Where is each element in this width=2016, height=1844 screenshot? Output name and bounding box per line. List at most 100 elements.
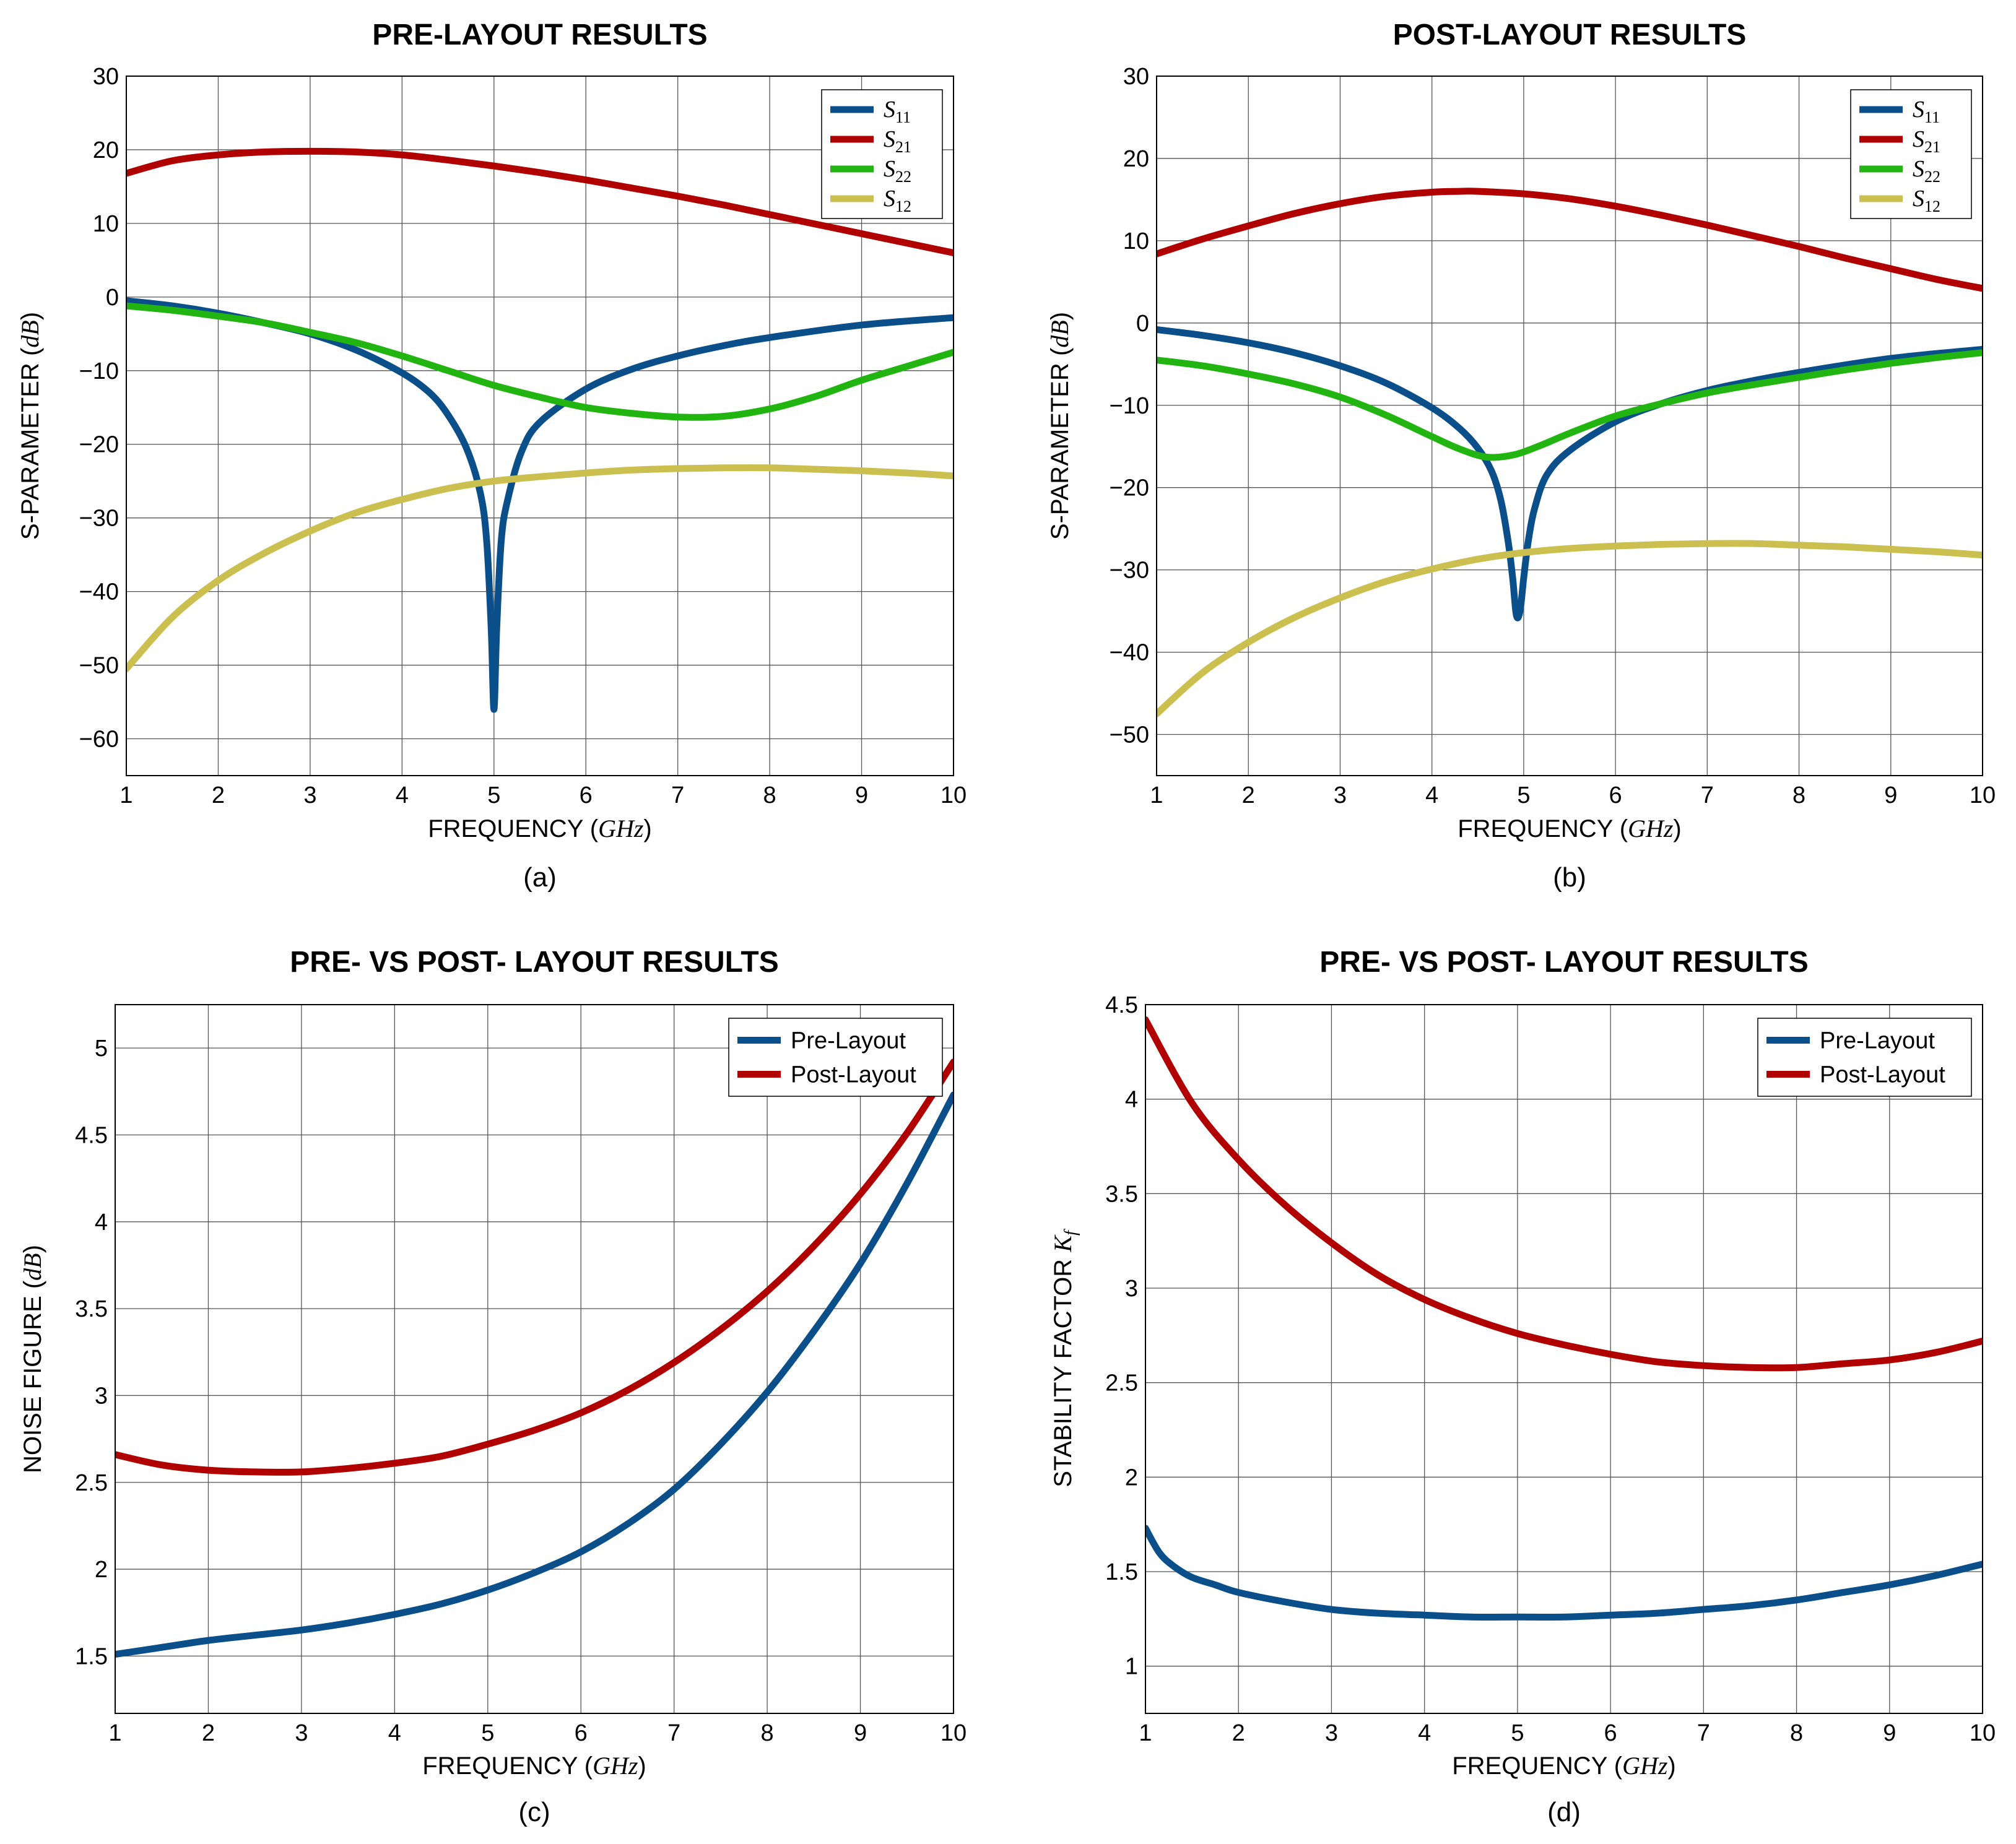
- series-group: [1157, 188, 1983, 717]
- x-axis-label: FREQUENCY (GHz): [422, 1752, 646, 1780]
- x-tick-label: 8: [1790, 1720, 1803, 1746]
- legend-box: [728, 1018, 943, 1097]
- series-line-s12: [126, 464, 954, 673]
- y-tick-label: −10: [79, 358, 119, 384]
- y-tick-label: −10: [1110, 393, 1149, 419]
- x-tick-label: 4: [388, 1720, 401, 1746]
- legend-label: S12: [1913, 186, 1940, 215]
- x-tick-label: 5: [1517, 782, 1530, 808]
- x-axis-label: FREQUENCY (GHz): [1452, 1752, 1676, 1780]
- legend: Pre-Layout Post-Layout: [1757, 1018, 1972, 1097]
- x-tick-label: 7: [671, 782, 684, 808]
- y-tick-label: 3: [95, 1383, 108, 1409]
- y-tick-label: 3: [1125, 1276, 1138, 1302]
- y-tick-label: −30: [79, 506, 119, 532]
- y-tick-label: 0: [106, 285, 119, 311]
- x-tick-label: 4: [396, 782, 409, 808]
- y-tick-label: 4.5: [1105, 992, 1138, 1018]
- series-line-pre-layout: [115, 1091, 954, 1658]
- legend-label: S21: [1913, 126, 1940, 156]
- x-tick-label: 6: [575, 1720, 588, 1746]
- series-line-post-layout: [1145, 1016, 1983, 1372]
- series-group: [115, 1058, 954, 1658]
- plot-frame: [1156, 76, 1983, 776]
- series-line-s11: [1157, 326, 1983, 621]
- legend-label: Post-Layout: [1820, 1062, 1945, 1088]
- x-tick-label: 8: [761, 1720, 774, 1746]
- chart-title: PRE- VS POST- LAYOUT RESULTS: [290, 946, 778, 979]
- x-tick-label: 8: [763, 782, 776, 808]
- panel-caption: (a): [523, 862, 557, 893]
- series-line-s21: [1157, 188, 1983, 292]
- series-line-s12: [1157, 540, 1983, 717]
- x-tick-label: 2: [1232, 1720, 1245, 1746]
- x-tick-label: 3: [1325, 1720, 1338, 1746]
- chart-panel-b: 1 2 3 4 5 6 7 8 9 10 −50 −40 −30 −20 −10 0 10 20 30 POST-LA…: [1046, 19, 1996, 893]
- x-tick-label: 1: [119, 782, 133, 808]
- legend-label: Post-Layout: [791, 1062, 916, 1088]
- x-tick-label: 10: [1970, 782, 1996, 808]
- x-tick-label: 3: [1334, 782, 1347, 808]
- x-tick-label: 4: [1425, 782, 1438, 808]
- x-axis-label: FREQUENCY (GHz): [428, 815, 652, 842]
- legend-label: Pre-Layout: [791, 1028, 906, 1054]
- y-tick-label: 3.5: [1105, 1181, 1138, 1207]
- x-tick-label: 4: [1418, 1720, 1431, 1746]
- y-tick-label: 2.5: [75, 1470, 108, 1496]
- x-tick-label: 7: [1701, 782, 1714, 808]
- x-tick-label: 9: [855, 782, 868, 808]
- series-line-s21: [126, 147, 954, 256]
- series-line-s11: [126, 297, 954, 713]
- y-tick-label: −50: [79, 653, 119, 679]
- y-tick-label: 4.5: [75, 1122, 108, 1148]
- x-tick-label: 2: [1242, 782, 1255, 808]
- chart-panel-d: 1 2 3 4 5 6 7 8 9 10 1 1.5 2 2.5 3 3.5 4 4.5 PRE- VS POST-…: [1049, 946, 1996, 1827]
- legend-label: S11: [884, 97, 911, 126]
- series-line-s22: [1157, 349, 1983, 461]
- y-tick-label: 2.5: [1105, 1370, 1138, 1396]
- x-tick-label: 9: [1883, 1720, 1896, 1746]
- y-tick-label: −20: [1110, 475, 1149, 501]
- y-axis-label: S-PARAMETER (dB): [16, 312, 44, 540]
- x-tick-label: 1: [1150, 782, 1163, 808]
- plot-frame: [115, 1004, 954, 1714]
- x-tick-label: 9: [1884, 782, 1897, 808]
- legend-label: S21: [884, 126, 911, 156]
- series-group: [1145, 1016, 1983, 1621]
- chart-title: PRE- VS POST- LAYOUT RESULTS: [1319, 946, 1808, 979]
- x-tick-label: 6: [1609, 782, 1622, 808]
- y-tick-label: −20: [79, 432, 119, 458]
- plot-frame: [126, 76, 954, 776]
- x-tick-label: 3: [295, 1720, 308, 1746]
- x-tick-label: 10: [941, 1720, 967, 1746]
- x-tick-label: 5: [487, 782, 500, 808]
- y-tick-label: 20: [1123, 146, 1149, 172]
- y-tick-label: 30: [93, 64, 119, 90]
- y-tick-label: 5: [95, 1036, 108, 1062]
- x-tick-label: 5: [481, 1720, 494, 1746]
- y-tick-label: 1.5: [1105, 1559, 1138, 1585]
- panel-caption: (b): [1553, 862, 1586, 893]
- x-tick-label: 10: [1970, 1720, 1996, 1746]
- y-tick-label: 4: [1125, 1087, 1138, 1113]
- legend-label: S22: [1913, 156, 1940, 186]
- chart-panel-a: 1 2 3 4 5 6 7 8 9 10 −60 −50 −40 −30 −20 −10 0 10 20 30 PRE-…: [16, 19, 967, 893]
- x-tick-label: 5: [1511, 1720, 1524, 1746]
- x-tick-label: 7: [667, 1720, 680, 1746]
- series-group: [126, 147, 954, 713]
- legend-label: S11: [1913, 97, 1940, 126]
- y-tick-label: −40: [79, 579, 119, 605]
- legend-label: S12: [884, 186, 911, 215]
- series-line-s22: [126, 302, 954, 421]
- legend-label: S22: [884, 156, 911, 186]
- x-tick-label: 2: [202, 1720, 215, 1746]
- panel-caption: (c): [518, 1797, 550, 1827]
- y-tick-label: 0: [1136, 311, 1149, 337]
- chart-title: PRE-LAYOUT RESULTS: [372, 19, 707, 51]
- y-tick-label: 30: [1123, 64, 1149, 90]
- x-tick-label: 1: [1139, 1720, 1152, 1746]
